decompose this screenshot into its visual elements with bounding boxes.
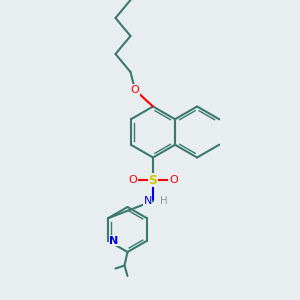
Text: O: O: [169, 175, 178, 185]
Text: N: N: [143, 196, 152, 206]
Text: N: N: [110, 236, 118, 246]
Text: O: O: [130, 85, 140, 95]
Text: O: O: [128, 175, 137, 185]
Text: S: S: [148, 173, 158, 187]
Text: H: H: [160, 196, 167, 206]
